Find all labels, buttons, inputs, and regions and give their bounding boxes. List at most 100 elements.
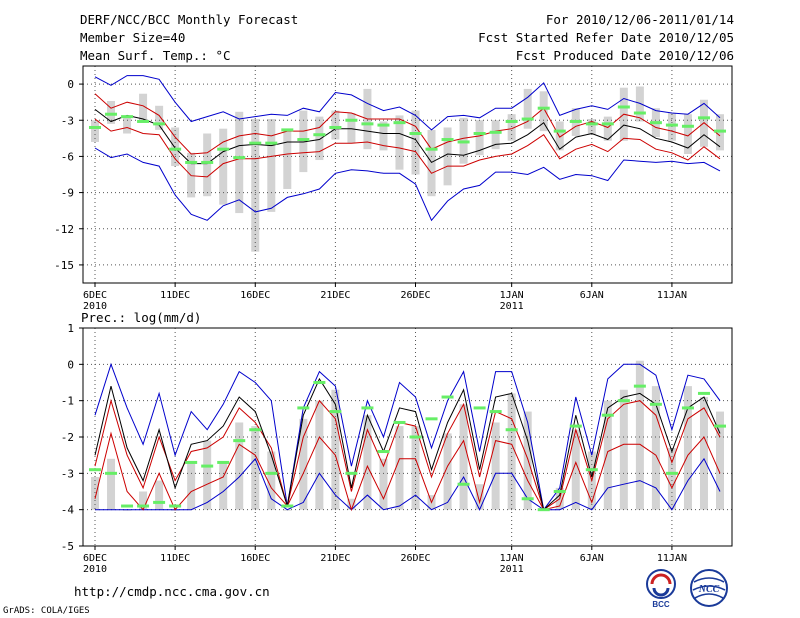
y-tick-label: -12 [54, 223, 74, 236]
observed-marker [361, 406, 374, 410]
observed-marker [441, 138, 454, 142]
spread-box [619, 389, 628, 510]
x-tick-label: 6JAN [580, 553, 604, 564]
observed-marker [425, 417, 438, 421]
series-line-mean [94, 109, 721, 165]
spread-box [603, 400, 612, 510]
series-line-upper [94, 93, 721, 155]
refer-date: Fcst Started Refer Date 2010/12/05 [478, 30, 734, 45]
spread-box [379, 121, 388, 151]
observed-marker [569, 119, 582, 123]
series-line-lower [94, 118, 721, 178]
observed-marker [185, 160, 198, 164]
observed-marker [489, 410, 502, 414]
spread-box [716, 411, 724, 510]
spread-box [427, 129, 436, 197]
spread-box [411, 426, 420, 510]
spread-box [555, 121, 564, 151]
y-tick-label: -5 [61, 540, 74, 553]
spread-box [331, 110, 340, 140]
spread-box [331, 389, 340, 510]
observed-marker [473, 132, 486, 136]
observed-marker [457, 482, 470, 486]
observed-marker [265, 141, 278, 145]
observed-marker [617, 105, 630, 109]
x-tick-label: 6DEC [83, 290, 107, 301]
spread-box [139, 93, 148, 122]
svg-text:BCC: BCC [652, 600, 670, 608]
observed-marker [377, 123, 390, 127]
observed-marker [137, 119, 150, 123]
spread-box [219, 128, 228, 205]
spread-box [267, 119, 276, 212]
observed-marker [714, 424, 726, 428]
observed-marker [185, 460, 198, 464]
observed-marker [649, 402, 662, 406]
observed-marker [217, 147, 230, 151]
spread-box [379, 458, 388, 510]
spread-box [347, 498, 356, 510]
observed-marker [393, 121, 406, 125]
spread-box [475, 484, 484, 510]
spread-box [299, 110, 308, 173]
ncc-logo: NCC [690, 569, 728, 607]
observed-marker [553, 490, 566, 493]
observed-marker [121, 504, 134, 508]
observed-marker [361, 122, 374, 126]
spread-box [523, 88, 532, 129]
observed-marker [105, 471, 118, 475]
observed-marker [377, 450, 390, 454]
y-tick-label: -3 [61, 467, 74, 480]
spread-box [251, 119, 260, 252]
observed-marker [169, 504, 182, 508]
spread-box [683, 114, 692, 155]
spread-box [91, 120, 99, 142]
observed-marker [521, 497, 534, 501]
y-tick-label: -2 [61, 431, 74, 444]
observed-marker [169, 147, 182, 151]
series-line-upper [94, 398, 721, 511]
y-tick-label: -6 [61, 150, 74, 163]
y-tick-label: -15 [54, 259, 74, 272]
spread-box [635, 360, 644, 510]
x-tick-label: 26DEC [400, 290, 430, 301]
observed-marker [297, 138, 310, 142]
variable-label: Mean Surf. Temp.: °C [80, 48, 231, 63]
member-size: Member Size=40 [80, 30, 186, 45]
x-tick-label: 1JAN [500, 553, 524, 564]
observed-marker [505, 428, 518, 432]
observed-marker [521, 117, 534, 121]
observed-marker [617, 399, 630, 403]
x-tick-label: 11JAN [657, 553, 687, 564]
forecast-period: For 2010/12/06-2011/01/14 [545, 12, 734, 27]
series-line-min [95, 457, 721, 511]
spread-box [443, 433, 452, 510]
spread-box [699, 397, 708, 510]
spread-box [651, 386, 660, 510]
spread-box [395, 426, 404, 510]
spread-box [155, 105, 164, 130]
x-tick-label: 6DEC [83, 553, 107, 564]
x-tick-label: 21DEC [320, 553, 350, 564]
observed-marker [281, 128, 294, 132]
series-line-lower [94, 431, 721, 512]
observed-marker [633, 384, 646, 388]
observed-marker [249, 141, 262, 145]
spread-box [683, 386, 692, 510]
observed-marker [681, 124, 694, 128]
spread-box [139, 491, 148, 510]
spread-box [523, 411, 532, 510]
observed-marker [345, 118, 358, 122]
grads-credit: GrADS: COLA/IGES [3, 606, 90, 616]
observed-marker [537, 106, 550, 110]
observed-marker [89, 468, 101, 472]
observed-marker [329, 410, 342, 414]
spread-box [363, 415, 372, 510]
plot-frame [82, 65, 733, 284]
svg-text:NCC: NCC [698, 584, 720, 595]
observed-marker [89, 125, 101, 129]
observed-marker [569, 424, 582, 428]
spread-box [299, 418, 308, 510]
source-url[interactable]: http://cmdp.ncc.cma.gov.cn [74, 584, 270, 599]
